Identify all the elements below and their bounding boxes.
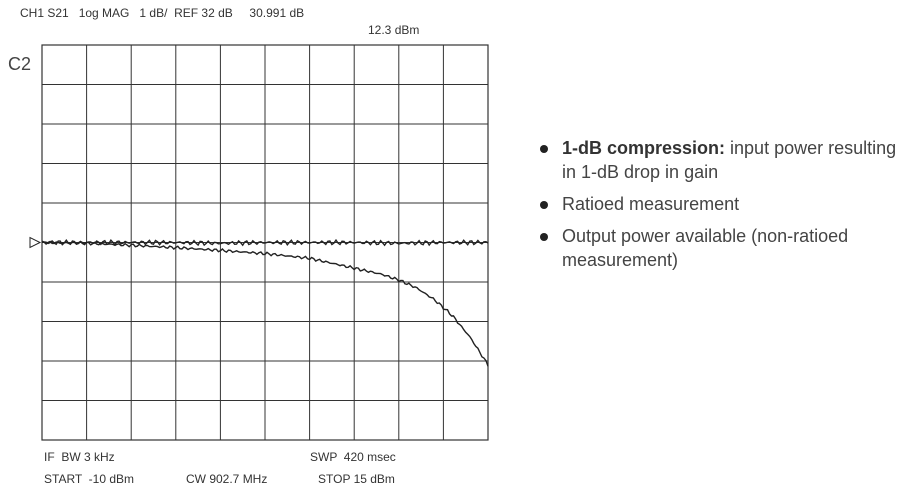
bullet-bold-term: 1-dB compression: (562, 138, 726, 158)
bullet-dot-icon (540, 201, 548, 209)
bullet-item: Output power available (non-ratioed meas… (540, 224, 900, 272)
trace-header: CH1 S21 1og MAG 1 dB/ REF 32 dB 30.991 d… (20, 6, 305, 20)
channel-label: C2 (8, 54, 32, 74)
if-bandwidth-label: IF BW 3 kHz (44, 450, 115, 464)
reference-level-arrow-icon (29, 236, 42, 249)
cw-frequency-label: CW 902.7 MHz (186, 472, 268, 486)
reference-marker (29, 236, 42, 249)
stop-power-label: STOP 15 dBm (318, 472, 395, 486)
plot-traces (41, 238, 489, 367)
bullet-item: 1-dB compression: input power resulting … (540, 136, 900, 184)
bullet-list: 1-dB compression: input power resulting … (540, 136, 900, 280)
trace-line-1 (41, 238, 489, 247)
bullet-item: Ratioed measurement (540, 192, 900, 216)
sweep-time-label: SWP 420 msec (310, 450, 396, 464)
marker-power-readout: 12.3 dBm (368, 23, 420, 37)
bullet-text: input power resulting in 1-dB drop in ga… (562, 138, 897, 182)
bullet-text: Output power available (non-ratioed meas… (562, 226, 849, 270)
bullet-dot-icon (540, 233, 548, 241)
start-power-label: START -10 dBm (44, 472, 135, 486)
bullet-dot-icon (540, 145, 548, 153)
trace-line-2 (41, 240, 489, 367)
bullet-text: Ratioed measurement (562, 194, 740, 214)
